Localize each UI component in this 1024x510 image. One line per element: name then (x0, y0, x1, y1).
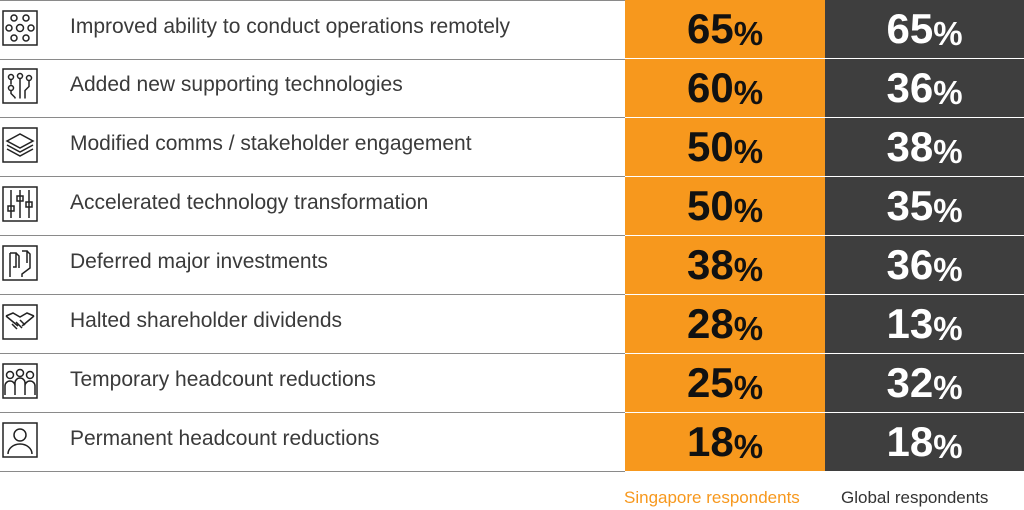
row-divider (825, 294, 1024, 295)
row-label-cell: Improved ability to conduct operations r… (0, 0, 625, 60)
singapore-value-percent-sign: % (733, 309, 764, 347)
layers-icon (2, 127, 38, 163)
row-divider (625, 353, 825, 354)
results-table: Improved ability to conduct operations r… (0, 0, 1024, 472)
row-label: Deferred major investments (70, 250, 328, 273)
global-value: 13% (825, 295, 1024, 353)
singapore-value: 38% (625, 236, 825, 294)
global-value-number: 13 (886, 300, 934, 347)
row-divider (625, 412, 825, 413)
row-label-cell: Added new supporting technologies (0, 59, 625, 118)
row-divider (625, 294, 825, 295)
row-label-cell: Permanent headcount reductions (0, 413, 625, 472)
singapore-value-percent-sign: % (733, 191, 764, 229)
table-row: Temporary headcount reductions 25% 32% (0, 354, 1024, 413)
global-value-percent-sign: % (933, 132, 963, 170)
table-row: Permanent headcount reductions 18% 18% (0, 413, 1024, 472)
person-icon (2, 422, 38, 458)
circuit-icon (2, 68, 38, 104)
singapore-value: 60% (625, 59, 825, 117)
row-divider (625, 235, 825, 236)
global-value-number: 36 (886, 241, 934, 288)
singapore-value-percent-sign: % (733, 368, 764, 406)
global-value-percent-sign: % (933, 73, 963, 111)
row-label-cell: Modified comms / stakeholder engagement (0, 118, 625, 177)
singapore-value-number: 60 (686, 64, 734, 111)
row-divider (625, 176, 825, 177)
row-divider (625, 58, 825, 59)
singapore-value-percent-sign: % (733, 132, 764, 170)
row-label: Permanent headcount reductions (70, 427, 380, 450)
singapore-value: 50% (625, 177, 825, 235)
singapore-value-percent-sign: % (733, 427, 764, 465)
global-value-number: 35 (886, 182, 934, 229)
table-row: Modified comms / stakeholder engagement 5… (0, 118, 1024, 177)
singapore-value-percent-sign: % (733, 250, 764, 288)
singapore-value: 18% (625, 413, 825, 471)
global-value: 65% (825, 0, 1024, 58)
global-value-percent-sign: % (933, 368, 963, 406)
row-divider (825, 58, 1024, 59)
singapore-value-percent-sign: % (733, 73, 764, 111)
global-value: 36% (825, 236, 1024, 294)
global-value: 35% (825, 177, 1024, 235)
table-row: Accelerated technology transformation 50%… (0, 177, 1024, 236)
global-value-number: 65 (886, 5, 934, 52)
row-label-cell: Deferred major investments (0, 236, 625, 295)
network-nodes-icon (2, 10, 38, 46)
row-label: Temporary headcount reductions (70, 368, 376, 391)
singapore-value-number: 25 (686, 359, 734, 406)
global-value: 38% (825, 118, 1024, 176)
singapore-value-number: 65 (686, 5, 734, 52)
row-divider (825, 353, 1024, 354)
global-value: 36% (825, 59, 1024, 117)
row-label: Halted shareholder dividends (70, 309, 343, 332)
singapore-value-number: 18 (686, 418, 734, 465)
sliders-icon (2, 186, 38, 222)
global-value-percent-sign: % (933, 191, 963, 229)
global-value: 32% (825, 354, 1024, 412)
table-row: Halted shareholder dividends 28% 13% (0, 295, 1024, 354)
group-people-icon (2, 363, 38, 399)
documents-icon (2, 245, 38, 281)
row-label: Added new supporting technologies (70, 73, 403, 96)
singapore-value: 28% (625, 295, 825, 353)
singapore-value: 65% (625, 0, 825, 58)
row-divider (625, 117, 825, 118)
row-label: Accelerated technology transformation (70, 191, 429, 214)
global-value-percent-sign: % (933, 427, 963, 465)
global-value-percent-sign: % (933, 14, 963, 52)
table-row: Added new supporting technologies 60% 36% (0, 59, 1024, 118)
global-value: 18% (825, 413, 1024, 471)
singapore-value-percent-sign: % (733, 14, 764, 52)
handshake-icon (2, 304, 38, 340)
row-label-cell: Temporary headcount reductions (0, 354, 625, 413)
row-divider (825, 412, 1024, 413)
singapore-value-number: 50 (686, 182, 734, 229)
global-value-number: 38 (886, 123, 934, 170)
global-value-percent-sign: % (933, 309, 963, 347)
row-label: Improved ability to conduct operations r… (70, 15, 511, 38)
singapore-value: 25% (625, 354, 825, 412)
table-row: Deferred major investments 38% 36% (0, 236, 1024, 295)
row-label: Modified comms / stakeholder engagement (70, 132, 472, 155)
row-divider (825, 235, 1024, 236)
global-value-number: 18 (886, 418, 934, 465)
singapore-value-number: 38 (686, 241, 734, 288)
row-divider (825, 176, 1024, 177)
row-divider (825, 117, 1024, 118)
row-label-cell: Accelerated technology transformation (0, 177, 625, 236)
global-value-number: 36 (886, 64, 934, 111)
row-label-cell: Halted shareholder dividends (0, 295, 625, 354)
legend-global: Global respondents (841, 488, 989, 507)
singapore-value: 50% (625, 118, 825, 176)
global-value-number: 32 (886, 359, 934, 406)
singapore-value-number: 28 (686, 300, 734, 347)
global-value-percent-sign: % (933, 250, 963, 288)
legend-singapore: Singapore respondents (624, 488, 800, 507)
singapore-value-number: 50 (686, 123, 734, 170)
table-row: Improved ability to conduct operations r… (0, 0, 1024, 60)
